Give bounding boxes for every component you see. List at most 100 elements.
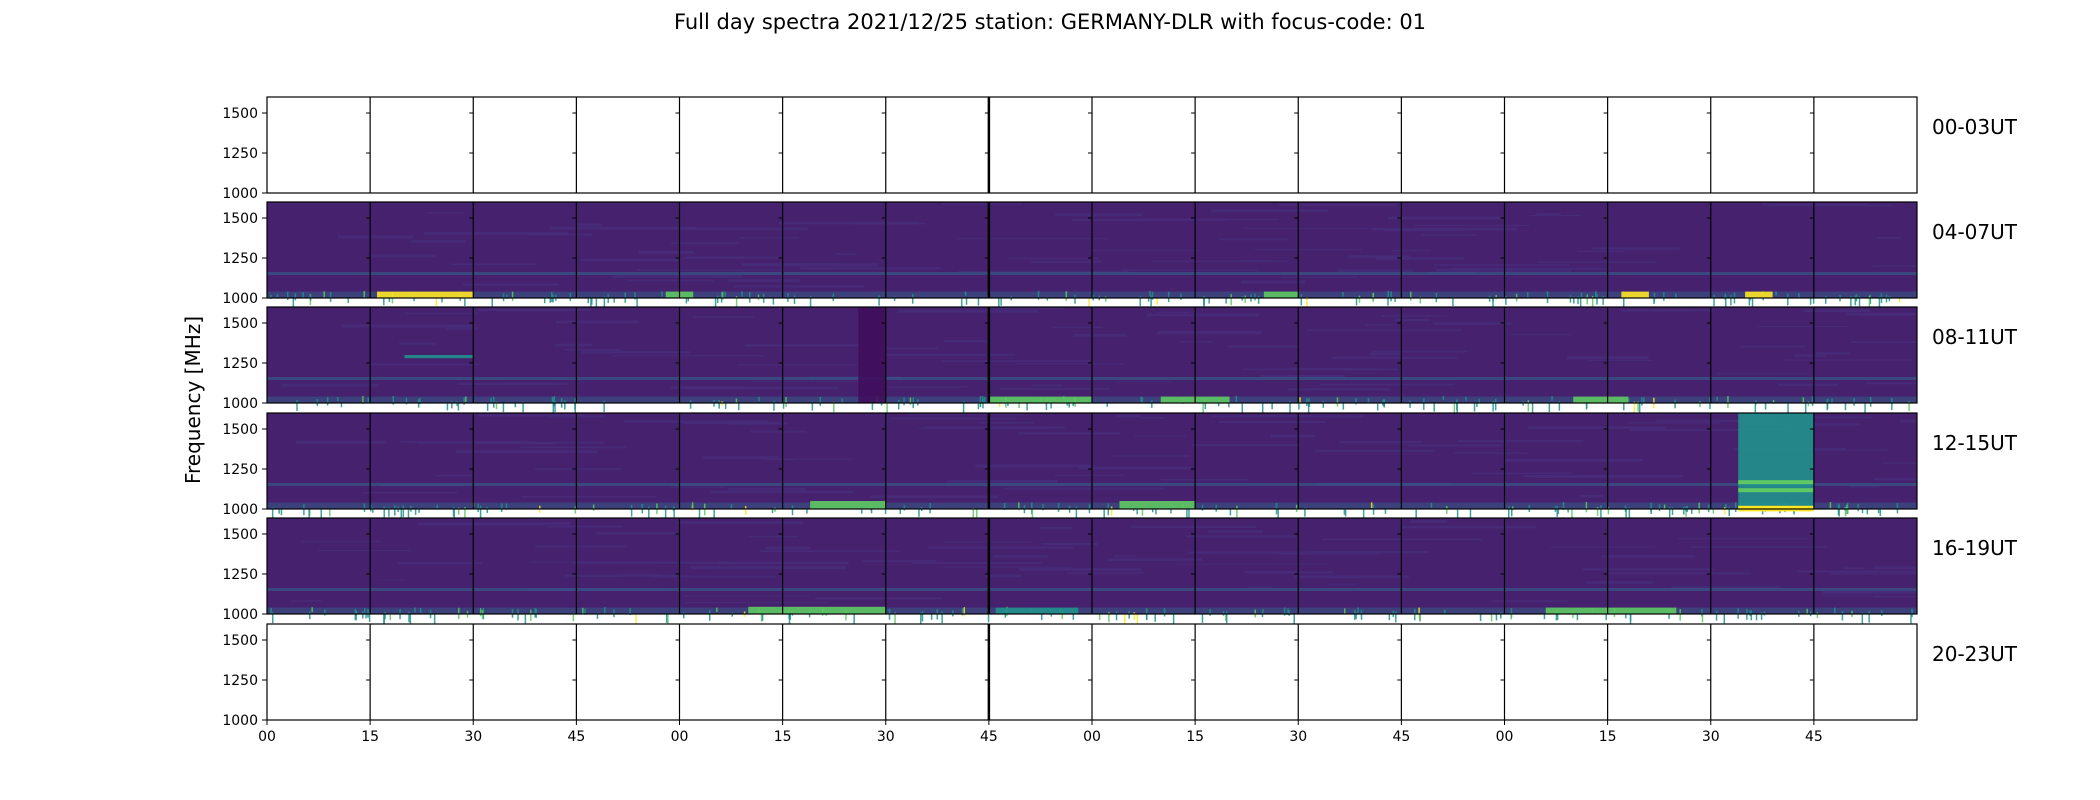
noise-streak <box>760 550 901 553</box>
rfi-spike <box>635 613 637 624</box>
rfi-spike <box>1505 296 1507 305</box>
noise-streak <box>1243 368 1398 371</box>
noise-streak <box>596 532 679 535</box>
noise-streak <box>1491 600 1568 602</box>
rfi-spike <box>1384 509 1387 514</box>
rfi-spike <box>788 613 791 626</box>
noise-streak <box>295 440 386 444</box>
noise-streak <box>1117 381 1171 383</box>
rfi-spike <box>1149 290 1151 296</box>
row-frame <box>266 412 1918 510</box>
row-label: 04-07UT <box>1932 220 2018 244</box>
rfi-spike <box>1511 506 1514 511</box>
rfi-spike <box>1727 396 1729 409</box>
rfi-spike <box>1254 293 1256 301</box>
burst <box>1745 291 1773 298</box>
rfi-spike <box>861 509 863 514</box>
noise-streak <box>1471 472 1572 475</box>
rfi-spike <box>1108 611 1110 623</box>
rfi-spike <box>511 291 514 301</box>
noise-streak <box>650 575 776 578</box>
row-08-11UT: 1000 1250 1500 08-11UT <box>222 306 2018 415</box>
rfi-spike <box>1725 503 1727 510</box>
y-tick-label: 1500 <box>222 422 258 438</box>
noise-streak <box>1656 419 1779 423</box>
rfi-spike <box>1754 403 1757 413</box>
y-tick-label: 1250 <box>222 146 258 162</box>
rfi-spike <box>1225 614 1227 622</box>
rfi-spike <box>486 506 489 513</box>
rfi-spike <box>1668 506 1671 518</box>
noise-streak <box>727 279 800 282</box>
rfi-spike <box>1888 296 1891 302</box>
rfi-spike <box>294 293 297 301</box>
rfi-spike <box>1833 607 1836 614</box>
rfi-spike <box>363 503 366 512</box>
burst-stripe <box>1738 488 1814 493</box>
rfi-spike <box>1724 295 1727 308</box>
rfi-spike <box>582 607 584 615</box>
rfi-spike <box>1277 508 1279 520</box>
rfi-spike <box>917 399 919 406</box>
rfi-spike <box>724 291 726 297</box>
rfi-spike <box>774 507 776 512</box>
rfi-spike <box>1531 402 1534 415</box>
rfi-spike <box>976 509 978 518</box>
rfi-spike <box>486 401 489 411</box>
rfi-spike <box>897 399 900 410</box>
noise-streak <box>884 353 1015 356</box>
rfi-spike <box>502 293 505 302</box>
noise-streak <box>1322 538 1482 541</box>
rfi-spike <box>1812 297 1815 304</box>
rfi-spike <box>718 400 720 409</box>
rfi-spike <box>363 290 365 298</box>
rfi-spike <box>590 296 592 309</box>
rfi-spike <box>1562 501 1565 510</box>
noise-streak <box>897 309 1039 313</box>
rfi-spike <box>534 608 536 618</box>
rfi-spike <box>296 400 298 411</box>
noise-streak <box>1160 478 1249 481</box>
rfi-spike <box>1663 292 1665 301</box>
rfi-spike <box>845 609 847 621</box>
rfi-spike <box>629 607 631 616</box>
rfi-spike <box>603 401 605 412</box>
noise-streak <box>580 575 619 578</box>
rfi-spike <box>1151 291 1154 300</box>
noise-streak <box>1369 352 1402 356</box>
figure-title: Full day spectra 2021/12/25 station: GER… <box>673 10 1427 34</box>
rfi-spike <box>1699 401 1701 408</box>
noise-streak <box>988 307 1065 310</box>
noise-streak <box>1007 257 1099 260</box>
rfi-spike <box>962 401 965 414</box>
rfi-spike <box>714 298 717 309</box>
rfi-spike <box>853 614 855 625</box>
rfi-spike <box>1546 291 1549 304</box>
rfi-spike <box>961 608 964 616</box>
row-label: 16-19UT <box>1932 536 2018 560</box>
rfi-spike <box>463 397 465 405</box>
noise-streak <box>778 221 919 225</box>
noise-streak <box>534 468 622 470</box>
rfi-spike <box>1850 296 1852 307</box>
x-tick-label: 00 <box>1083 729 1101 745</box>
noise-streak <box>1134 435 1187 437</box>
rfi-spike <box>278 509 280 514</box>
rfi-spike <box>1896 503 1899 514</box>
noise-streak <box>1054 474 1125 476</box>
noise-streak <box>1243 227 1384 229</box>
noise-streak <box>928 546 1074 549</box>
noise-streak <box>986 270 1129 273</box>
noise-streak <box>1051 326 1103 329</box>
x-tick-label: 00 <box>258 729 276 745</box>
noise-streak <box>729 422 787 425</box>
rfi-spike <box>402 505 405 518</box>
rfi-spike <box>1018 502 1020 511</box>
rfi-spike <box>1573 296 1575 304</box>
noise-streak <box>942 566 1073 568</box>
rfi-spike <box>1074 294 1076 304</box>
rfi-spike <box>1723 613 1726 624</box>
y-tick-label: 1250 <box>222 251 258 267</box>
burst <box>1738 413 1814 509</box>
rfi-spike <box>1068 401 1070 408</box>
